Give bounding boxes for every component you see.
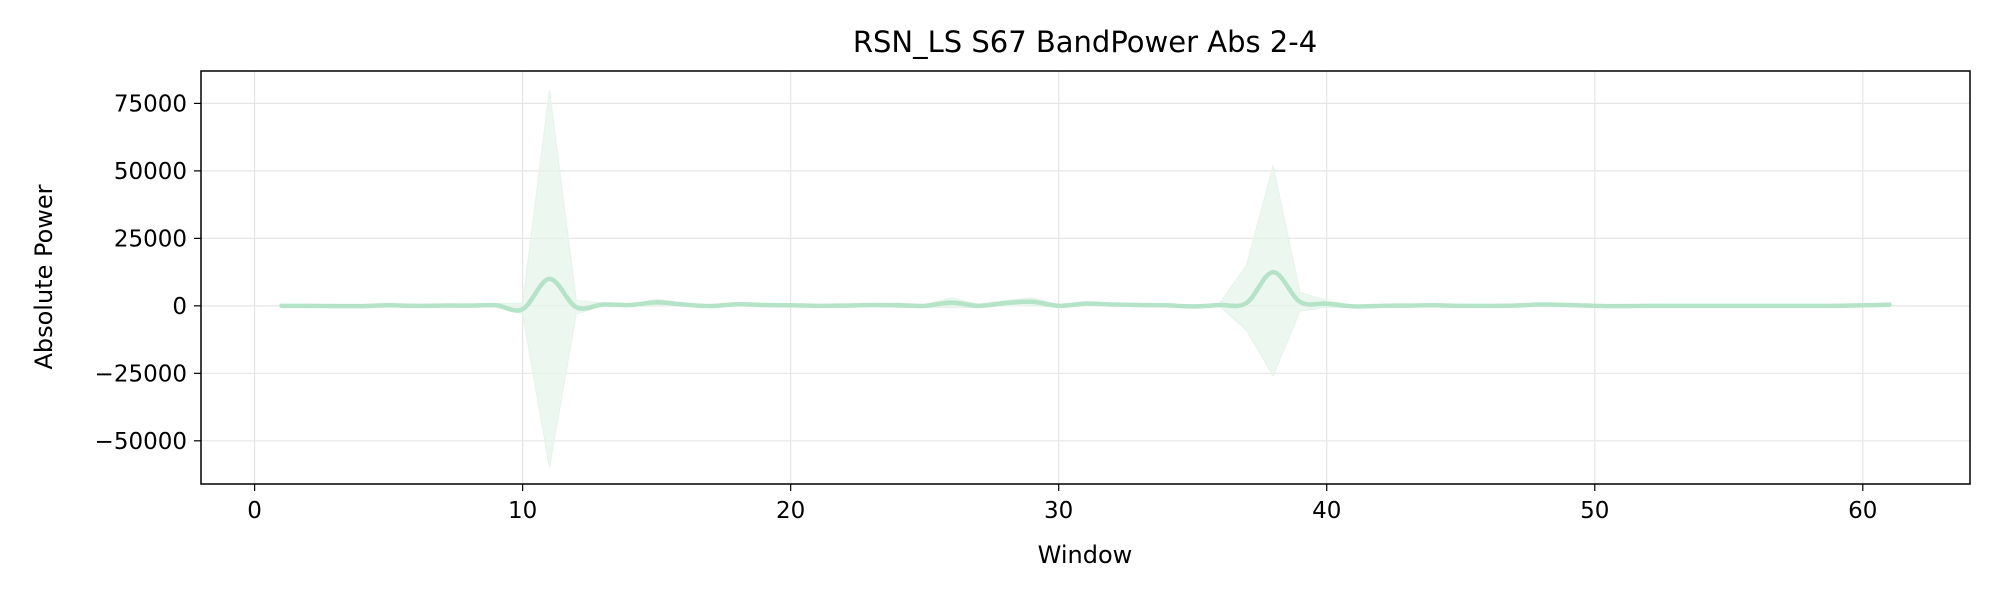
x-tick-label: 0 xyxy=(247,498,262,524)
y-axis-ticks: −50000 −25000 0 25000 50000 75000 xyxy=(95,91,201,454)
y-tick-label: −25000 xyxy=(95,361,187,387)
y-tick-label: 0 xyxy=(172,294,187,320)
y-axis-label: Absolute Power xyxy=(30,184,58,369)
x-tick-label: 50 xyxy=(1580,498,1609,524)
chart-title: RSN_LS S67 BandPower Abs 2-4 xyxy=(853,25,1317,59)
x-tick-label: 30 xyxy=(1044,498,1073,524)
x-axis-label: Window xyxy=(1038,541,1133,569)
y-tick-label: −50000 xyxy=(95,429,187,455)
x-tick-label: 40 xyxy=(1312,498,1341,524)
y-tick-label: 25000 xyxy=(114,226,187,252)
x-tick-label: 10 xyxy=(508,498,537,524)
x-axis-ticks: 0 10 20 30 40 50 60 xyxy=(247,484,1877,524)
plot-background xyxy=(201,71,1970,484)
y-tick-label: 75000 xyxy=(114,91,187,117)
x-tick-label: 60 xyxy=(1848,498,1877,524)
x-tick-label: 20 xyxy=(776,498,805,524)
y-tick-label: 50000 xyxy=(114,159,187,185)
